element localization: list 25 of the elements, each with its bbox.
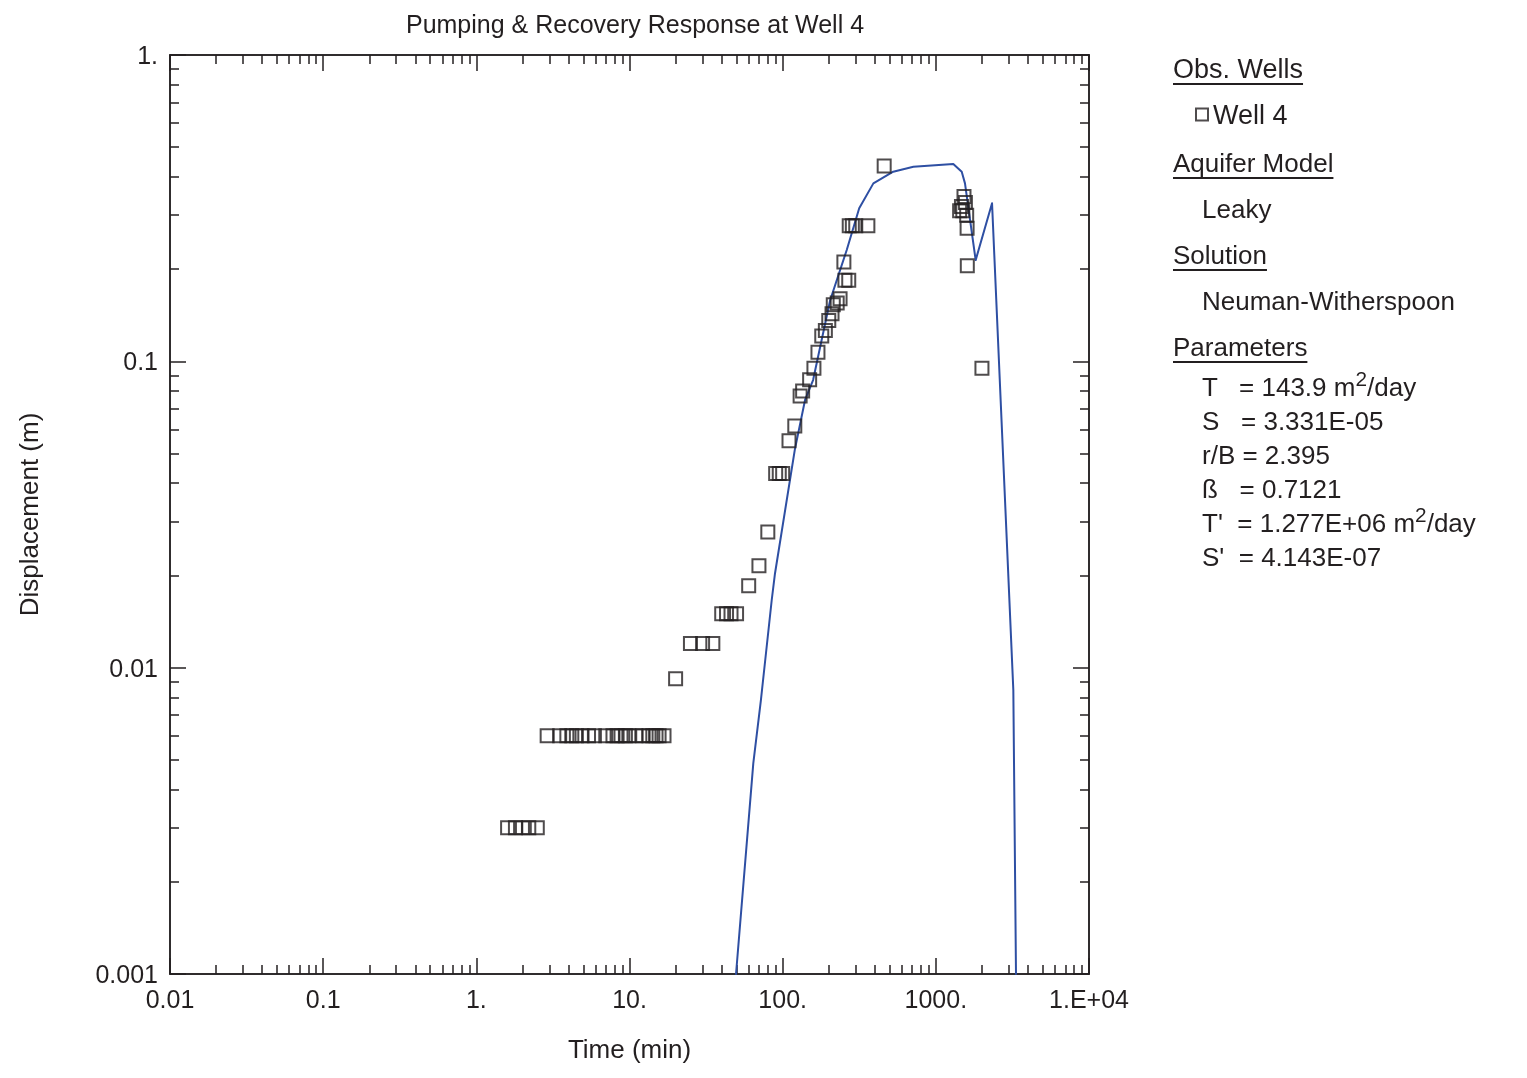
text: T = 143.9 m$^{2}$/day	[1201, 367, 1418, 404]
text: ß = 0.7121	[1202, 474, 1342, 504]
text: Neuman-Witherspoon	[1201, 285, 1456, 318]
x-tick-label: 1.E+04	[1049, 984, 1130, 1013]
x-tick-label: 1.	[465, 984, 487, 1013]
y-axis-title: Displacement (m)	[14, 412, 44, 617]
text: T' = 1.277E+06 m$^{2}$/day	[1201, 503, 1476, 540]
chart-title: Pumping & Recovery Response at Well 4	[405, 9, 865, 38]
text: S' = 4.143E-07	[1201, 541, 1383, 574]
x-tick-label: 100.	[758, 984, 807, 1013]
x-tick-label: 1000.	[904, 984, 968, 1013]
y-tick-label: 0.1	[123, 347, 158, 376]
text: Aquifer Model	[1173, 147, 1335, 180]
y-tick-label: 0.01	[109, 653, 158, 682]
legend-title: Obs. Wells	[1173, 54, 1304, 85]
legend-label: Well 4	[1213, 99, 1288, 130]
text: Solution	[1173, 239, 1268, 272]
x-tick-label: 10.	[612, 984, 647, 1013]
text: S = 3.331E-05	[1201, 405, 1385, 438]
x-tick-label: 0.1	[305, 984, 341, 1013]
text: Parameters	[1173, 332, 1308, 362]
y-tick-label: 1.	[137, 41, 158, 69]
text: r/B = 2.395	[1201, 439, 1331, 472]
text: Leaky	[1201, 193, 1273, 226]
x-axis-title: Time (min)	[567, 1034, 692, 1064]
